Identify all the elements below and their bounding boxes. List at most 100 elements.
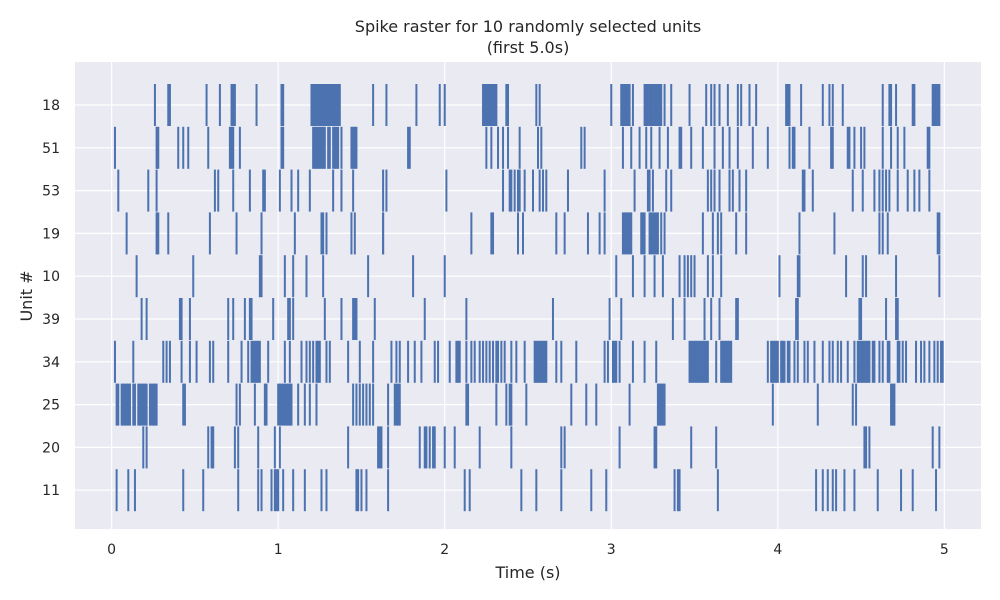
spike-mark xyxy=(212,426,215,469)
spike-mark xyxy=(308,169,311,212)
spike-mark xyxy=(716,212,719,255)
spike-mark xyxy=(846,340,849,383)
spike-mark xyxy=(536,340,539,383)
spike-mark xyxy=(362,383,365,426)
spike-mark xyxy=(505,84,508,126)
spike-mark xyxy=(258,340,261,383)
spike-mark xyxy=(868,340,871,383)
spike-mark xyxy=(691,340,694,383)
spike-mark xyxy=(233,426,236,469)
spike-mark xyxy=(605,469,608,512)
spike-mark xyxy=(182,383,185,426)
spike-mark xyxy=(482,84,485,126)
spike-mark xyxy=(815,469,818,512)
spike-mark xyxy=(290,169,293,212)
spike-mark xyxy=(282,383,285,426)
spike-mark xyxy=(585,383,588,426)
spike-mark xyxy=(315,383,318,426)
spike-mark xyxy=(277,469,280,512)
spike-mark xyxy=(653,255,656,298)
spike-mark xyxy=(670,169,673,212)
spike-mark xyxy=(618,426,621,469)
spike-mark xyxy=(347,426,350,469)
spike-mark xyxy=(533,340,536,383)
spike-mark xyxy=(372,383,375,426)
spike-mark xyxy=(796,340,799,383)
spike-mark xyxy=(903,126,906,169)
spike-mark xyxy=(645,84,648,126)
spike-mark xyxy=(725,340,728,383)
spike-mark xyxy=(297,169,300,212)
spike-mark xyxy=(292,255,295,298)
spike-mark xyxy=(325,469,328,512)
spike-mark xyxy=(250,340,253,383)
spike-mark xyxy=(560,340,563,383)
spike-mark xyxy=(650,212,653,255)
spike-mark xyxy=(720,212,723,255)
spike-mark xyxy=(625,212,628,255)
spike-mark xyxy=(443,255,446,298)
spike-mark xyxy=(603,169,606,212)
spike-mark xyxy=(233,84,236,126)
spike-mark xyxy=(683,255,686,298)
spike-mark xyxy=(113,340,116,383)
spike-mark xyxy=(465,298,468,340)
spike-mark xyxy=(387,426,390,469)
spike-mark xyxy=(152,383,155,426)
spike-mark xyxy=(580,126,583,169)
spike-mark xyxy=(325,212,328,255)
spike-mark xyxy=(332,169,335,212)
spike-mark xyxy=(517,212,520,255)
spike-mark xyxy=(928,169,931,212)
spike-mark xyxy=(232,169,235,212)
spike-mark xyxy=(313,126,316,169)
spike-mark xyxy=(703,298,706,340)
spike-mark xyxy=(755,84,758,126)
spike-mark xyxy=(718,84,721,126)
spike-mark xyxy=(606,340,609,383)
spike-mark xyxy=(357,469,360,512)
spike-mark xyxy=(320,469,323,512)
spike-mark xyxy=(701,340,704,383)
spike-mark xyxy=(536,126,539,169)
spike-mark xyxy=(353,126,356,169)
spike-mark xyxy=(855,383,858,426)
spike-mark xyxy=(690,340,693,383)
spike-mark xyxy=(235,212,238,255)
y-axis-label: Unit # xyxy=(17,270,36,321)
spike-mark xyxy=(280,383,283,426)
spike-mark xyxy=(382,212,385,255)
spike-mark xyxy=(257,340,260,383)
spike-mark xyxy=(432,426,435,469)
spike-mark xyxy=(318,340,321,383)
spike-mark xyxy=(821,340,824,383)
spike-mark xyxy=(766,340,769,383)
spike-mark xyxy=(443,84,446,126)
spike-mark xyxy=(693,340,696,383)
y-tick-label: 51 xyxy=(42,141,60,157)
spike-mark xyxy=(437,340,440,383)
spike-mark xyxy=(337,84,340,126)
spike-mark xyxy=(260,469,263,512)
spike-mark xyxy=(250,298,253,340)
spike-mark xyxy=(398,383,401,426)
spike-mark xyxy=(232,84,235,126)
spike-mark xyxy=(257,469,260,512)
unit-spike-row xyxy=(113,126,931,169)
spike-mark xyxy=(631,255,634,298)
spike-mark xyxy=(888,340,891,383)
spike-marks xyxy=(113,84,944,512)
spike-mark xyxy=(237,469,240,512)
spike-mark xyxy=(395,340,398,383)
spike-mark xyxy=(678,126,681,169)
spike-mark xyxy=(660,212,663,255)
spike-mark xyxy=(503,340,506,383)
spike-mark xyxy=(283,255,286,298)
spike-mark xyxy=(865,255,868,298)
spike-mark xyxy=(710,169,713,212)
spike-mark xyxy=(117,383,120,426)
spike-mark xyxy=(816,383,819,426)
spike-mark xyxy=(262,169,265,212)
spike-mark xyxy=(240,340,243,383)
spike-mark xyxy=(785,84,788,126)
